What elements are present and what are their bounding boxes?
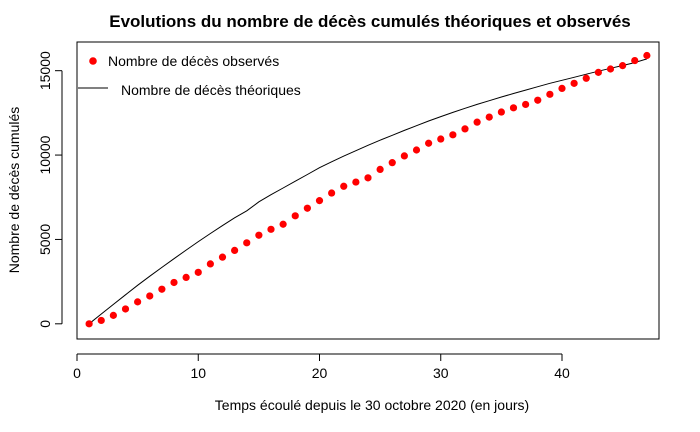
- observed-data-point: [558, 84, 566, 93]
- y-axis-label: Nombre de décès cumulés: [6, 107, 22, 274]
- observed-data-point: [485, 113, 493, 121]
- y-tick-label: 5000: [37, 224, 53, 255]
- observed-data-point: [303, 204, 311, 212]
- plot-area: [76, 41, 660, 340]
- observed-data-point: [606, 65, 615, 73]
- observed-data-point: [146, 292, 154, 300]
- observed-data-point: [231, 246, 239, 255]
- observed-data-point: [218, 253, 227, 261]
- observed-data-point: [194, 268, 202, 276]
- observed-data-point: [170, 278, 178, 287]
- observed-data-point: [473, 118, 481, 126]
- observed-data-point: [400, 152, 408, 160]
- observed-data-point: [340, 182, 348, 190]
- observed-data-point: [534, 96, 542, 104]
- observed-data-point: [364, 174, 372, 182]
- y-tick-label: 15000: [37, 51, 53, 90]
- observed-data-point: [631, 56, 639, 65]
- observed-data-point: [582, 74, 590, 82]
- x-axis: 0 10 20 30 40: [73, 353, 570, 381]
- observed-data-point: [594, 68, 602, 76]
- observed-data-point: [97, 316, 105, 325]
- observed-data-point: [546, 90, 554, 98]
- observed-data-point: [509, 104, 518, 112]
- observed-data-point: [279, 220, 287, 228]
- observed-data-point: [134, 298, 142, 306]
- observed-data-point: [255, 231, 263, 239]
- x-tick-label: 20: [312, 365, 328, 381]
- x-tick-label: 40: [554, 365, 570, 381]
- legend-theoretical-label: Nombre de décès théoriques: [121, 82, 301, 98]
- legend-observed-marker: [89, 57, 97, 65]
- observed-data-point: [643, 51, 651, 60]
- observed-data-point: [461, 125, 469, 133]
- observed-points-layer: [85, 51, 651, 328]
- observed-data-point: [182, 273, 190, 282]
- observed-data-point: [328, 189, 336, 197]
- observed-data-point: [425, 139, 433, 147]
- observed-data-point: [291, 212, 299, 220]
- y-axis: 0 5000 10000 15000: [37, 51, 63, 328]
- observed-data-point: [412, 146, 421, 154]
- observed-data-point: [267, 225, 275, 233]
- theoretical-series-line: [88, 58, 648, 325]
- observed-data-point: [85, 320, 93, 328]
- chart-title: Evolutions du nombre de décès cumulés th…: [109, 12, 630, 31]
- observed-data-point: [376, 165, 384, 174]
- x-tick-label: 10: [190, 365, 206, 381]
- observed-data-point: [206, 260, 214, 268]
- observed-data-point: [158, 285, 166, 293]
- observed-data-point: [437, 135, 445, 143]
- observed-data-point: [619, 62, 627, 70]
- observed-data-point: [522, 100, 530, 109]
- y-tick-label: 10000: [37, 135, 53, 174]
- observed-data-point: [570, 79, 578, 87]
- observed-data-point: [352, 178, 360, 186]
- x-tick-label: 30: [433, 365, 449, 381]
- observed-data-point: [109, 311, 117, 319]
- theoretical-line-layer: [88, 58, 648, 325]
- y-tick-label: 0: [37, 320, 53, 328]
- observed-data-point: [388, 159, 396, 167]
- observed-data-point: [243, 239, 251, 247]
- observed-data-point: [449, 131, 457, 139]
- x-axis-label: Temps écoulé depuis le 30 octobre 2020 (…: [215, 397, 529, 413]
- legend-observed-label: Nombre de décès observés: [108, 53, 279, 69]
- observed-data-point: [315, 197, 324, 205]
- observed-data-point: [121, 305, 130, 313]
- plot-frame: [76, 41, 660, 340]
- legend: Nombre de décès observés Nombre de décès…: [78, 53, 301, 98]
- x-tick-label: 0: [73, 365, 81, 381]
- observed-data-point: [497, 108, 505, 116]
